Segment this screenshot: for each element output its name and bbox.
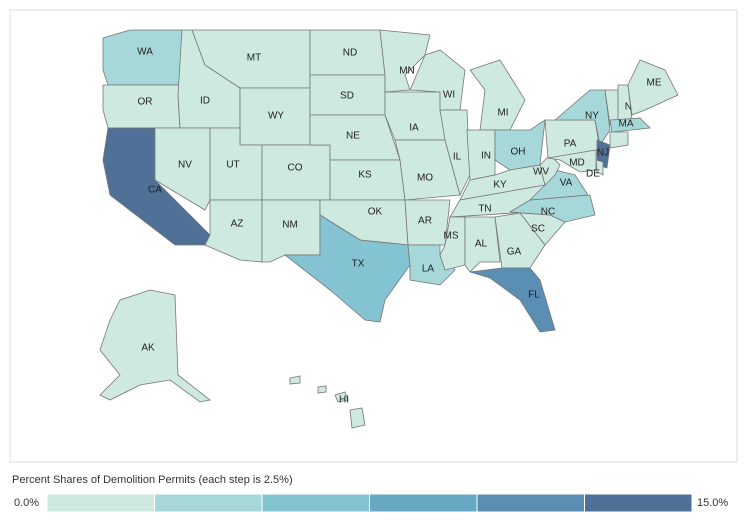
state-shape <box>494 212 546 269</box>
state-label: FL <box>528 290 540 301</box>
legend-min: 0.0% <box>14 497 39 509</box>
state-label: MT <box>247 53 261 64</box>
state-label: LA <box>422 264 435 275</box>
state-shape <box>289 375 301 385</box>
state-shape <box>99 289 211 403</box>
state-shape <box>154 127 211 211</box>
state-label: MD <box>569 158 585 169</box>
state-shape <box>439 109 471 197</box>
state-label: TN <box>478 204 491 215</box>
legend-title: Percent Shares of Demolition Permits (ea… <box>12 474 293 486</box>
legend-step <box>154 493 263 513</box>
legend-step <box>476 493 585 513</box>
state-shape <box>394 139 461 201</box>
legend-step <box>46 493 155 513</box>
state-label: IL <box>453 152 462 163</box>
state-label: WY <box>268 111 284 122</box>
state-label: ID <box>200 96 210 107</box>
state-label: NC <box>541 207 555 218</box>
state-shape <box>317 385 327 394</box>
legend-step <box>261 493 370 513</box>
state-label: MI <box>497 108 508 119</box>
state-label: GA <box>507 247 522 258</box>
state-label: KS <box>358 170 372 181</box>
state-label: CO <box>288 163 303 174</box>
state-label: NV <box>178 160 192 171</box>
state-shape <box>379 29 431 93</box>
legend-scale <box>46 493 693 513</box>
legend-max: 15.0% <box>697 497 728 509</box>
state-shape <box>547 149 597 173</box>
state-label: SC <box>531 224 545 235</box>
state-label: MO <box>417 173 433 184</box>
state-shape <box>261 199 321 263</box>
state-label: NJ <box>597 148 609 159</box>
state-shape <box>609 117 651 133</box>
state-shape <box>469 267 556 333</box>
states: WA OR CA ID NV MT WY UT AZ CO NM ND SD NE KS OK TX MN IA MO… <box>99 29 679 429</box>
state-label: ND <box>343 48 357 59</box>
state-label: OH <box>511 147 526 158</box>
state-label: IN <box>481 151 491 162</box>
state-label: AZ <box>231 219 244 230</box>
state-label: AK <box>141 343 155 354</box>
state-label: NM <box>282 220 298 231</box>
state-shape <box>553 89 611 147</box>
legend-step <box>369 493 478 513</box>
state-label: NY <box>585 111 599 122</box>
state-shape <box>609 131 629 149</box>
state-label: IA <box>409 123 419 134</box>
state-label: SD <box>340 91 354 102</box>
state-label: OK <box>368 207 383 218</box>
state-label: NE <box>346 131 360 142</box>
state-label: UT <box>226 160 239 171</box>
state-shape <box>349 407 366 429</box>
state-label: MA <box>619 119 634 130</box>
state-label: AL <box>475 239 488 250</box>
state-label: HI <box>339 395 349 406</box>
state-label: MN <box>399 66 415 77</box>
state-shape <box>528 169 589 201</box>
state-label: CA <box>148 185 162 196</box>
state-label: VA <box>560 178 573 189</box>
state-shape <box>595 159 604 176</box>
state-shape <box>627 59 679 116</box>
state-label: DE <box>586 169 600 180</box>
state-shape <box>407 244 456 286</box>
state-label: AR <box>418 216 432 227</box>
state-label: TX <box>352 259 365 270</box>
state-label: ME <box>647 78 662 89</box>
state-label: KY <box>493 180 507 191</box>
state-label: WI <box>443 90 455 101</box>
state-label: WV <box>533 167 549 178</box>
state-label: MS <box>444 231 459 242</box>
state-label: WA <box>137 47 153 58</box>
state-shape <box>283 214 411 323</box>
legend-step <box>584 493 693 513</box>
state-label: OR <box>138 97 153 108</box>
state-shape <box>334 391 349 403</box>
state-label: PA <box>564 139 577 150</box>
